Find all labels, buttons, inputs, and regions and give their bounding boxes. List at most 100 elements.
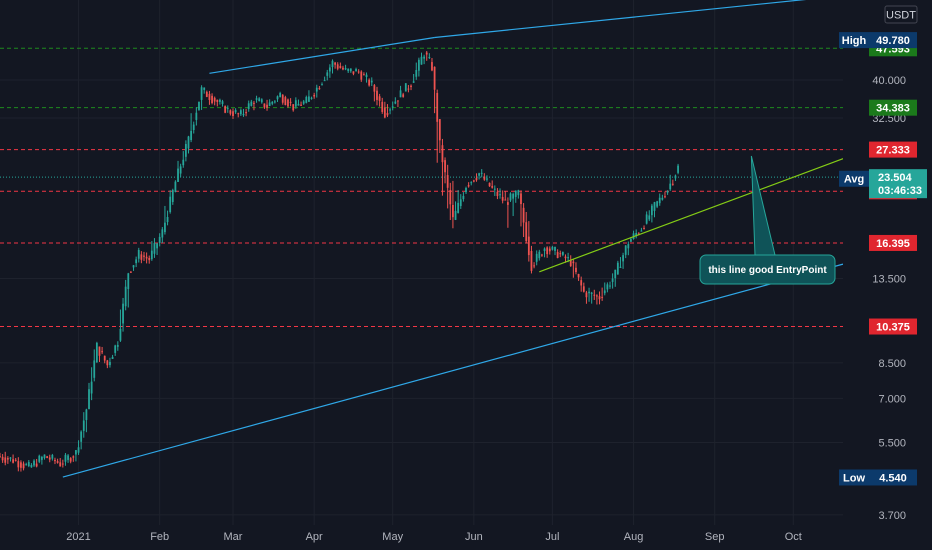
candle-body	[216, 99, 219, 102]
candle-body	[551, 246, 554, 250]
level-price-tag-value: 10.375	[876, 322, 910, 334]
annotations[interactable]: this line good EntryPoint	[699, 155, 836, 285]
candle-body	[93, 360, 96, 378]
candle-body	[585, 292, 588, 298]
time-axis: 2021 Feb Mar Apr May Jun Jul Aug Sep Oct	[66, 531, 802, 543]
candle-body	[82, 420, 85, 431]
x-tick-label: May	[382, 531, 403, 543]
candlestick-series	[0, 50, 679, 472]
candle-body	[137, 249, 140, 259]
candle-body	[661, 197, 664, 200]
trendline[interactable]	[434, 0, 843, 39]
low-tag-label-box	[839, 469, 869, 486]
candle-body	[402, 94, 405, 97]
low-tag-label: Low	[843, 472, 865, 484]
trendlines[interactable]	[62, 0, 844, 478]
candle-body	[483, 176, 486, 180]
candle-body	[211, 95, 213, 104]
low-tag: Low 4.540	[839, 469, 917, 486]
candle-body	[538, 251, 541, 259]
candle-body	[575, 267, 577, 273]
candle-body	[381, 101, 384, 112]
candle-body	[12, 459, 14, 463]
candle-body	[25, 464, 28, 466]
y-tick-label: 32.500	[872, 113, 906, 125]
candle-body	[336, 64, 339, 69]
currency-badge[interactable]: USDT	[884, 5, 918, 24]
candle-body	[145, 256, 148, 259]
candle-body	[158, 236, 161, 243]
candle-body	[512, 193, 515, 199]
candle-body	[616, 262, 619, 275]
candle-body	[1, 456, 4, 461]
candle-body	[247, 103, 250, 110]
candle-body	[349, 68, 352, 72]
candle-body	[281, 94, 284, 103]
price-axis-panel[interactable]	[843, 0, 932, 550]
level-price-tag-box	[869, 234, 917, 251]
candle-body	[452, 204, 454, 218]
high-tag-box	[869, 32, 917, 49]
level-price-tag: 16.395	[869, 234, 917, 251]
candle-body	[635, 232, 638, 237]
candle-body	[525, 222, 528, 242]
candle-body	[433, 66, 436, 90]
candle-body	[4, 457, 7, 463]
trendline[interactable]	[209, 36, 435, 74]
candle-body	[0, 456, 1, 458]
callout-text: this line good EntryPoint	[708, 265, 827, 276]
candle-body	[221, 101, 224, 104]
candle-body	[561, 252, 564, 255]
entry-point-callout[interactable]: this line good EntryPoint	[699, 155, 836, 285]
candle-body	[598, 296, 601, 300]
candle-body	[127, 273, 130, 290]
candle-body	[43, 454, 46, 459]
candle-body	[318, 88, 321, 90]
avg-tag-label: Avg	[844, 174, 864, 186]
candle-body	[478, 173, 480, 176]
candle-body	[20, 462, 22, 468]
candle-body	[593, 294, 596, 296]
candle-body	[491, 186, 494, 188]
candle-body	[85, 409, 88, 421]
callout-box	[699, 254, 836, 285]
candle-body	[219, 99, 221, 102]
candle-body	[213, 97, 216, 102]
candle-body	[386, 112, 389, 116]
trendline[interactable]	[539, 158, 844, 273]
candle-body	[276, 96, 279, 100]
candle-body	[376, 90, 378, 100]
candle-body	[640, 230, 643, 232]
candle-body	[101, 351, 104, 353]
candle-body	[22, 463, 25, 469]
candle-body	[184, 144, 187, 157]
trendline[interactable]	[62, 263, 844, 478]
candle-body	[171, 190, 174, 202]
candle-body	[486, 178, 488, 180]
candle-body	[441, 145, 444, 163]
candle-body	[541, 254, 543, 256]
candle-body	[119, 328, 122, 341]
candle-body	[530, 250, 533, 271]
candle-body	[130, 271, 132, 273]
candle-body	[674, 175, 677, 179]
candle-body	[630, 239, 632, 242]
candle-body	[300, 104, 302, 106]
candle-body	[342, 67, 344, 70]
candle-body	[30, 464, 33, 468]
candle-body	[399, 90, 402, 98]
candle-body	[224, 106, 227, 113]
candle-body	[410, 85, 412, 88]
high-tag-label-box	[839, 32, 869, 49]
candle-body	[258, 98, 261, 102]
candle-body	[554, 246, 556, 251]
candle-body	[27, 462, 30, 467]
candle-body	[321, 84, 323, 86]
candle-body	[404, 83, 407, 92]
horizontal-levels[interactable]	[0, 47, 843, 328]
candle-body	[190, 130, 193, 141]
candle-body	[297, 103, 300, 106]
candle-body	[370, 80, 373, 83]
candle-body	[245, 112, 247, 114]
